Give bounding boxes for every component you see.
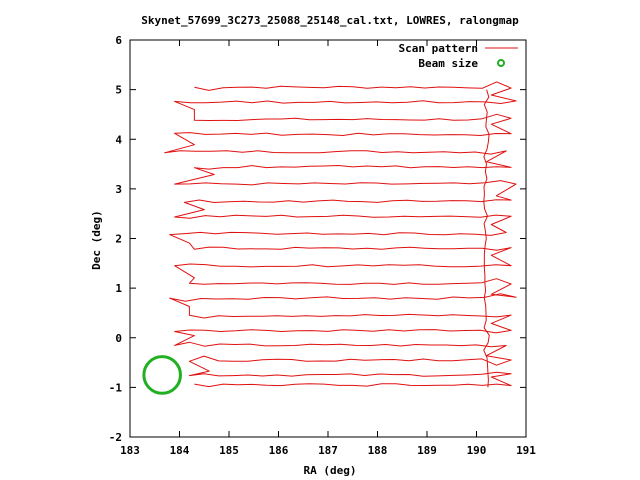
y-axis-ticks: -2 -1 0 1 2 3 4 5 6 bbox=[109, 34, 526, 444]
x-tick-label: 186 bbox=[269, 444, 289, 457]
x-axis-label: RA (deg) bbox=[304, 464, 357, 477]
y-axis-label: Dec (deg) bbox=[90, 210, 103, 270]
y-tick-label: 4 bbox=[115, 133, 122, 146]
x-tick-label: 188 bbox=[368, 444, 388, 457]
x-tick-label: 185 bbox=[219, 444, 239, 457]
scan-pattern-line bbox=[164, 81, 517, 388]
scan-pattern-group bbox=[164, 81, 517, 388]
scan-turnaround-track bbox=[483, 89, 490, 388]
y-tick-label: 3 bbox=[115, 183, 122, 196]
x-axis-ticks: 183 184 185 186 187 188 189 190 191 bbox=[120, 40, 536, 457]
y-tick-label: 2 bbox=[115, 233, 122, 246]
plot-area bbox=[129, 39, 527, 438]
y-tick-label: 6 bbox=[115, 34, 122, 47]
x-tick-label: 187 bbox=[318, 444, 338, 457]
x-tick-label: 191 bbox=[516, 444, 536, 457]
y-tick-label: 5 bbox=[115, 84, 122, 97]
legend-beam-size-swatch bbox=[497, 59, 505, 67]
x-tick-label: 184 bbox=[170, 444, 190, 457]
y-tick-label: 1 bbox=[115, 282, 122, 295]
x-tick-label: 183 bbox=[120, 444, 140, 457]
legend: Scan pattern Beam size bbox=[399, 42, 518, 70]
axes-frame bbox=[129, 39, 527, 438]
y-tick-label: 0 bbox=[115, 332, 122, 345]
x-tick-label: 190 bbox=[467, 444, 487, 457]
x-tick-label: 189 bbox=[417, 444, 437, 457]
legend-scan-pattern-label: Scan pattern bbox=[399, 42, 478, 55]
beam-size-group bbox=[142, 355, 182, 395]
legend-beam-size-label: Beam size bbox=[418, 57, 478, 70]
y-tick-label: -2 bbox=[109, 431, 122, 444]
y-tick-label: -1 bbox=[109, 381, 123, 394]
beam-size-circle bbox=[142, 355, 182, 395]
chart-title: Skynet_57699_3C273_25088_25148_cal.txt, … bbox=[141, 14, 519, 27]
